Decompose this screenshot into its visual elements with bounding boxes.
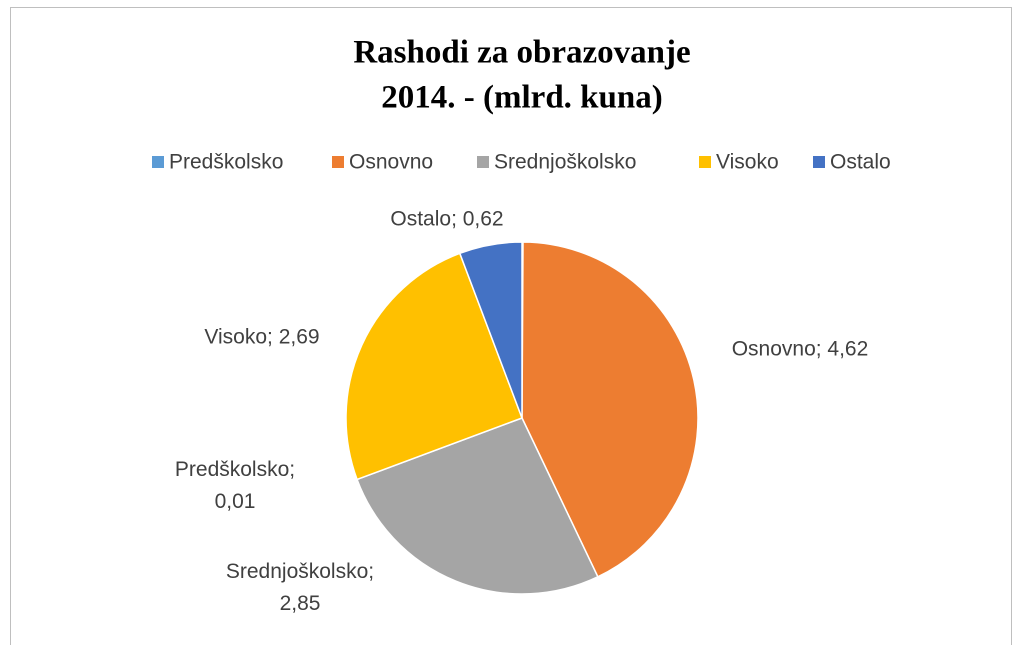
legend-swatch [813,156,825,168]
pie-slice [345,252,523,481]
data-label: Osnovno; 4,62 [732,338,869,361]
data-label: Ostalo; 0,62 [390,208,503,231]
pie-slice [356,417,599,595]
legend-swatch [152,156,164,168]
pie-slice [458,241,523,419]
legend-label: Srednjoškolsko [494,151,636,174]
data-label: Visoko; 2,69 [204,326,319,349]
data-label: Srednjoškolsko; 2,85 [226,560,374,615]
legend-swatch [332,156,344,168]
legend-label: Predškolsko [169,151,283,174]
data-label-line: 2,85 [280,592,321,615]
data-label: Predškolsko; 0,01 [175,458,295,513]
data-label-line: 0,01 [215,490,256,513]
chart-title: Rashodi za obrazovanje [353,35,690,71]
chart-title: 2014. - (mlrd. kuna) [381,80,662,116]
data-label-line: Srednjoškolsko; [226,560,374,583]
legend-label: Visoko [716,151,779,174]
pie-slice [521,241,699,578]
legend-label: Ostalo [830,151,891,174]
data-label-line: Predškolsko; [175,458,295,481]
legend-label: Osnovno [349,151,433,174]
legend-swatch [477,156,489,168]
legend-swatch [699,156,711,168]
